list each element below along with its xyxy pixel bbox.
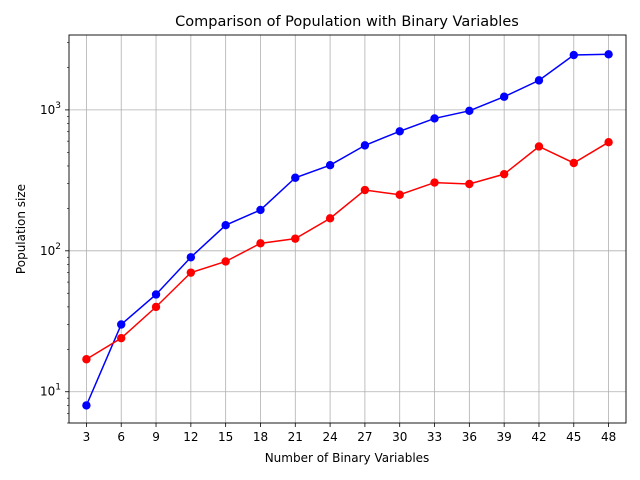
plot-frame — [68, 34, 627, 424]
grid — [69, 35, 626, 423]
series-1-point — [117, 320, 126, 329]
series-1-point — [291, 173, 300, 182]
y-axis-label: Population size — [14, 184, 28, 274]
series-2-point — [256, 239, 265, 248]
series-2-point — [395, 190, 404, 199]
series-2-point — [151, 302, 161, 312]
x-tick-label: 15 — [218, 430, 233, 444]
y-tick-label: 102 — [40, 242, 61, 258]
x-tick-label: 42 — [531, 430, 546, 444]
series-1-point — [534, 76, 544, 85]
x-tick-label: 24 — [322, 430, 337, 444]
x-tick-label: 30 — [392, 430, 407, 444]
series-2-point — [569, 158, 578, 168]
series-2-point — [465, 179, 474, 189]
series-1-point — [186, 253, 196, 262]
x-tick-label: 21 — [288, 430, 303, 444]
x-tick-label: 27 — [357, 430, 372, 444]
x-tick-label: 18 — [253, 430, 268, 444]
series-2-point — [360, 185, 370, 195]
series-1-point — [151, 290, 161, 299]
x-tick-label: 45 — [566, 430, 581, 444]
series-layer — [82, 50, 613, 410]
y-tick-label: 103 — [40, 101, 61, 117]
x-tick-label: 3 — [83, 430, 91, 444]
x-tick-label: 6 — [117, 430, 125, 444]
chart-title: Comparison of Population with Binary Var… — [175, 14, 519, 30]
series-1-point — [569, 50, 578, 60]
x-tick-label: 12 — [183, 430, 198, 444]
series-1-point — [499, 92, 509, 101]
series-2-point — [325, 214, 335, 223]
series-1-point — [395, 127, 404, 136]
series-2-point — [82, 355, 91, 364]
series-2-point — [604, 137, 613, 147]
series-1-point — [465, 106, 474, 116]
series-line-2 — [86, 141, 609, 360]
x-axis-label: Number of Binary Variables — [265, 451, 430, 465]
x-tick-label: 48 — [601, 430, 616, 444]
y-axis: 101 102 103 — [40, 42, 69, 424]
series-1-point — [360, 141, 370, 150]
series-1-point — [604, 50, 613, 59]
x-tick-label: 39 — [497, 430, 512, 444]
x-tick-label: 36 — [462, 430, 477, 444]
series-2-point — [534, 142, 544, 151]
series-2-point — [117, 333, 126, 343]
x-tick-label: 33 — [427, 430, 442, 444]
series-2-point — [291, 234, 300, 243]
y-tick-label: 101 — [40, 383, 61, 399]
series-1-point — [325, 161, 335, 170]
x-tick-label: 9 — [152, 430, 160, 444]
series-2-point — [430, 178, 439, 187]
series-1-point — [82, 401, 91, 410]
series-1-point — [430, 114, 439, 123]
series-1-point — [221, 220, 230, 230]
series-2-point — [221, 257, 230, 266]
series-2-point — [499, 169, 509, 179]
series-1-point — [256, 205, 265, 215]
x-axis: 3 6 9 12 15 18 21 24 27 30 33 36 39 42 45 48 — [83, 423, 616, 444]
series-2-point — [186, 268, 196, 277]
series-line-1 — [85, 53, 609, 406]
